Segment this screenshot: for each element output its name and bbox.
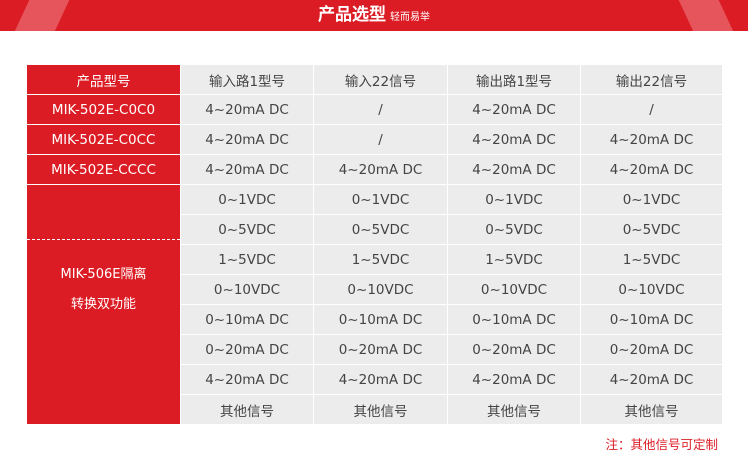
table-cell: / xyxy=(313,94,448,125)
table-cell: 其他信号 xyxy=(447,394,581,425)
group-model-line2: 转换双功能 xyxy=(70,297,136,312)
table-cell: 4~20mA DC xyxy=(580,154,723,185)
table-cell: 0~20mA DC xyxy=(447,334,581,365)
footnote: 注：其他信号可定制 xyxy=(605,437,718,452)
banner-decoration xyxy=(674,0,742,31)
column-header: 输出22信号 xyxy=(580,64,723,95)
table-row: 0~10mA DC 0~10mA DC 0~10mA DC 0~10mA DC xyxy=(27,304,723,335)
table-cell: 0~20mA DC xyxy=(580,334,723,365)
table-cell: 0~10VDC xyxy=(447,274,581,305)
model-cell-group: MIK-506E隔离 转换双功能 xyxy=(26,184,181,425)
table-cell: 1~5VDC xyxy=(580,244,723,275)
table-cell: 0~5VDC xyxy=(313,214,448,245)
table-cell: 0~10VDC xyxy=(580,274,723,305)
table-row: MIK-506E隔离 转换双功能 0~1VDC 0~1VDC 0~1VDC 0~1VDC xyxy=(26,184,723,425)
table-cell: / xyxy=(580,94,723,125)
banner-subtitle: 轻而易举 xyxy=(390,12,430,23)
product-selection-table: 产品型号 输入路1型号 输入22信号 输出路1型号 输出22信号 MIK-502E-C0C… xyxy=(26,64,723,425)
table-cell: 4~20mA DC xyxy=(447,124,581,155)
table-cell: 0~10mA DC xyxy=(180,304,314,335)
table-cell: 0~1VDC xyxy=(313,184,448,215)
table-cell: 其他信号 xyxy=(180,394,314,425)
table-cell: 0~20mA DC xyxy=(313,334,448,365)
table-row: 0~10VDC 0~10VDC 0~10VDC 0~10VDC xyxy=(27,274,723,305)
table-cell: 4~20mA DC xyxy=(313,154,448,185)
table-cell: 0~10mA DC xyxy=(313,304,448,335)
model-cell: MIK-502E-C0CC xyxy=(26,124,181,155)
banner-title: 产品选型 xyxy=(318,5,386,25)
column-header: 输入22信号 xyxy=(313,64,448,95)
table-cell: 0~1VDC xyxy=(447,184,581,215)
table-cell: 4~20mA DC xyxy=(580,124,723,155)
table-cell: 0~1VDC xyxy=(580,184,723,215)
table-cell: 4~20mA DC xyxy=(180,124,314,155)
banner-decoration xyxy=(6,0,74,31)
table-cell: 0~5VDC xyxy=(447,214,581,245)
column-header: 产品型号 xyxy=(26,64,181,95)
table-cell: 4~20mA DC xyxy=(447,94,581,125)
table-cell: 0~20mA DC xyxy=(180,334,314,365)
table-row: 4~20mA DC 4~20mA DC 4~20mA DC 4~20mA DC xyxy=(27,364,723,395)
table-cell: 其他信号 xyxy=(580,394,723,425)
table-cell: 4~20mA DC xyxy=(447,154,581,185)
table-cell: 0~10VDC xyxy=(313,274,448,305)
table-cell: 4~20mA DC xyxy=(180,94,314,125)
table-cell: 其他信号 xyxy=(313,394,448,425)
table-row: 0~5VDC 0~5VDC 0~5VDC 0~5VDC xyxy=(27,214,723,245)
table-cell: / xyxy=(313,124,448,155)
table-cell: 4~20mA DC xyxy=(313,364,448,395)
column-header: 输入路1型号 xyxy=(180,64,314,95)
group-model-line1: MIK-506E隔离 xyxy=(60,267,147,282)
table-cell: 4~20mA DC xyxy=(580,364,723,395)
table-row: MIK-502E-C0C0 4~20mA DC/4~20mA DC / xyxy=(26,94,723,125)
dashed-divider xyxy=(27,239,180,240)
table-cell: 0~1VDC xyxy=(180,184,314,215)
column-header: 输出路1型号 xyxy=(447,64,581,95)
table-cell: 0~10mA DC xyxy=(447,304,581,335)
table-cell: 0~10mA DC xyxy=(580,304,723,335)
header-row: 产品型号 输入路1型号 输入22信号 输出路1型号 输出22信号 xyxy=(26,64,723,95)
table-cell: 1~5VDC xyxy=(447,244,581,275)
table-cell: 0~5VDC xyxy=(180,214,314,245)
table-row: MIK-502E-C0CC 4~20mA DC/4~20mA DC 4~20mA D… xyxy=(26,124,723,155)
table-cell: 0~10VDC xyxy=(180,274,314,305)
table-row: 其他信号 其他信号 其他信号 其他信号 xyxy=(27,394,723,425)
banner: 产品选型 轻而易举 xyxy=(0,0,748,31)
table-cell: 0~5VDC xyxy=(580,214,723,245)
table-cell: 4~20mA DC xyxy=(180,364,314,395)
model-cell: MIK-502E-C0C0 xyxy=(26,94,181,125)
table-cell: 1~5VDC xyxy=(313,244,448,275)
table-cell: 4~20mA DC xyxy=(447,364,581,395)
table-row: MIK-502E-CCCC 4~20mA DC 4~20mA DC 4~20mA DC… xyxy=(26,154,723,185)
table-cell: 1~5VDC xyxy=(180,244,314,275)
table-cell: 4~20mA DC xyxy=(180,154,314,185)
model-cell: MIK-502E-CCCC xyxy=(26,154,181,185)
table-row: 1~5VDC 1~5VDC 1~5VDC 1~5VDC xyxy=(27,244,723,275)
